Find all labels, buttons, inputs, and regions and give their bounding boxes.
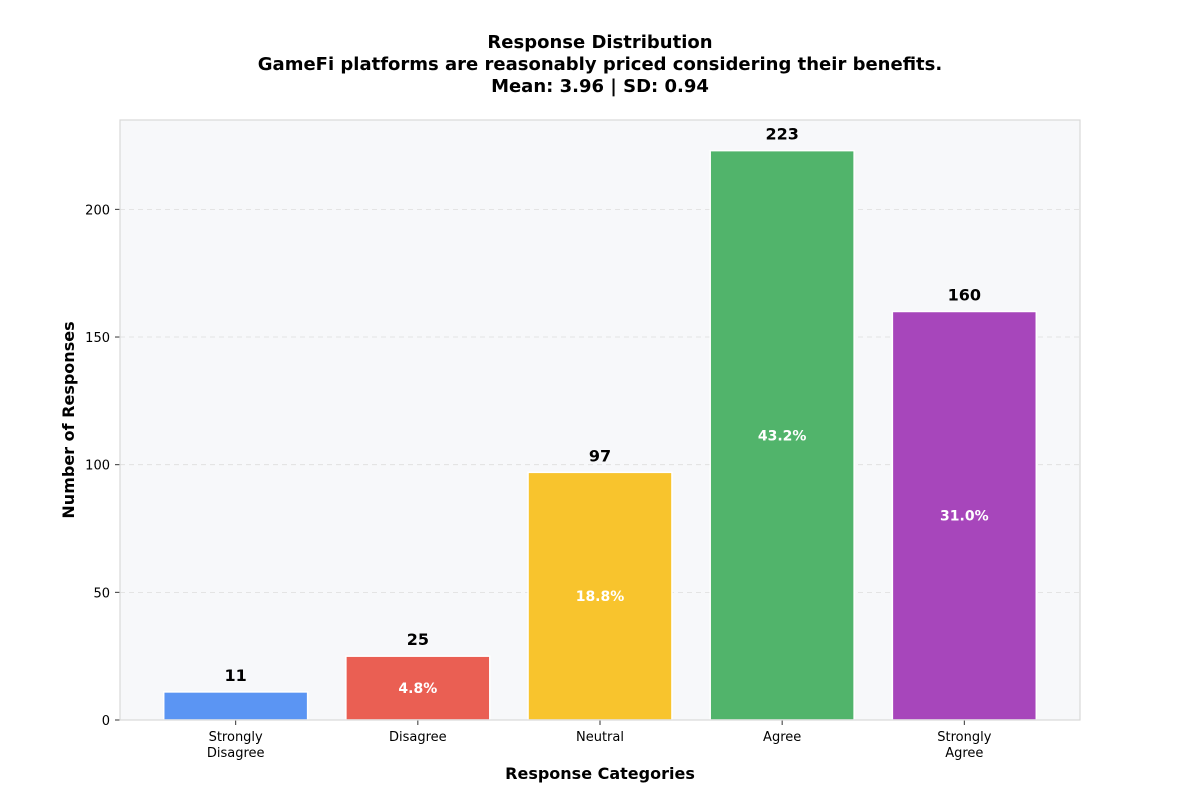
bar-percent-label: 18.8%: [576, 589, 625, 605]
bar-count-label: 25: [407, 630, 429, 649]
x-tick-label: Strongly: [937, 730, 991, 745]
x-axis-label: Response Categories: [505, 764, 695, 783]
bar-count-label: 97: [589, 446, 611, 465]
bar: [891, 310, 1038, 721]
plot-frame: [119, 119, 1081, 721]
bar: [709, 149, 855, 721]
bar: [345, 655, 491, 721]
bar-percent-label: 31.0%: [940, 509, 989, 525]
bar: [527, 471, 673, 721]
y-axis-ticks: 0 50 100 150 200: [85, 203, 120, 729]
y-tick-label: 200: [85, 203, 110, 218]
bar-count-label: 160: [948, 285, 981, 304]
y-tick-label: 50: [93, 586, 110, 601]
x-tick-label: Agree: [945, 746, 983, 761]
x-tick-label: Strongly: [209, 730, 263, 745]
bar-percent-label: 4.8%: [398, 681, 437, 697]
bar: [162, 691, 309, 721]
y-tick-label: 150: [85, 331, 110, 346]
bar-count-label: 11: [225, 666, 247, 685]
bar-percent-label: 43.2%: [758, 428, 807, 444]
bar-count-label: 223: [765, 125, 798, 144]
chart-subtitle: GameFi platforms are reasonably priced c…: [258, 54, 942, 75]
x-tick-label: Neutral: [576, 730, 624, 745]
y-axis-label: Number of Responses: [59, 321, 78, 518]
y-tick-label: 0: [102, 714, 110, 729]
x-tick-label: Disagree: [207, 746, 265, 761]
x-tick-label: Disagree: [389, 730, 447, 745]
bars: 11 25 4.8% 97 18.8% 223 43.2% 160 31.0%: [162, 125, 1038, 721]
chart-title: Response Distribution: [487, 32, 712, 53]
y-tick-label: 100: [85, 459, 110, 474]
chart-stats: Mean: 3.96 | SD: 0.94: [491, 76, 709, 97]
x-tick-label: Agree: [763, 730, 801, 745]
